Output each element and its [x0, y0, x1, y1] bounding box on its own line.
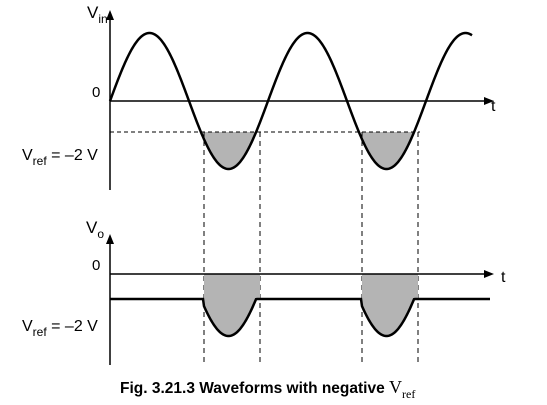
- shaded-region-1: [204, 132, 260, 169]
- x-axis-arrow: [484, 270, 494, 278]
- input-waveform-graph: Vin 0 t Vref = –2 V: [22, 3, 496, 190]
- output-waveform-graph: Vo 0 t Vref = –2 V: [22, 218, 506, 365]
- guide-lines: [203, 132, 419, 365]
- y-axis-arrow: [106, 234, 114, 244]
- figure-caption: Fig. 3.21.3 Waveforms with negative Vref: [120, 377, 415, 401]
- shaded-region-2: [362, 132, 418, 169]
- vref-label: Vref = –2 V: [22, 147, 98, 168]
- t-axis-label: t: [491, 98, 496, 115]
- x-axis-arrow: [484, 97, 494, 105]
- vref-label: Vref = –2 V: [22, 318, 98, 339]
- output-waveform: [110, 297, 490, 338]
- t-axis-label: t: [501, 269, 506, 286]
- output-pulse-2: [362, 274, 418, 336]
- output-pulse-1: [204, 274, 260, 336]
- input-sine-wave: [108, 31, 473, 171]
- zero-label: 0: [92, 84, 100, 101]
- vin-axis-label: Vin: [87, 3, 108, 26]
- vo-axis-label: Vo: [86, 218, 104, 241]
- zero-label: 0: [92, 257, 100, 274]
- y-axis-arrow: [106, 10, 114, 20]
